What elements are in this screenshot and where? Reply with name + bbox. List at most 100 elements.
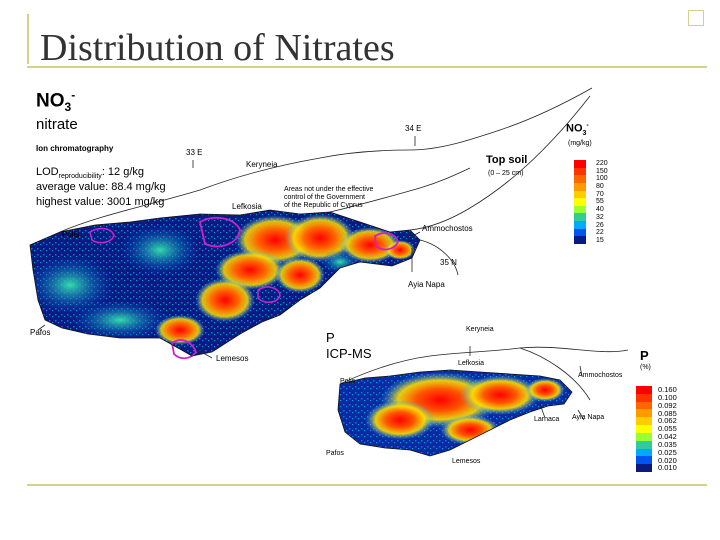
nitrate-name: nitrate [36, 116, 78, 133]
p-place-pafos: Pafos [326, 450, 344, 457]
scale-label: 0.062 [658, 416, 677, 426]
p-legend-element: P [640, 348, 649, 363]
nitrate-scale-labels: 220 150 100 80 70 55 40 32 26 22 15 [596, 160, 608, 244]
coord-34e: 34 E [405, 124, 422, 133]
method-label: Ion chromatography [36, 144, 114, 153]
legend-unit: (mg/kg) [568, 140, 592, 147]
place-ammochostos: Ammochostos [422, 224, 473, 233]
east-coastline [419, 239, 459, 276]
scale-label: 0.020 [658, 455, 677, 465]
north-coastline [59, 87, 593, 233]
scale-label: 0.055 [658, 424, 677, 434]
highest-text: highest value: 3001 mg/kg [36, 196, 165, 208]
scale-swatch [574, 213, 586, 222]
scale-label: 0.025 [658, 447, 677, 457]
bottom-rule [27, 484, 707, 486]
scale-swatch [636, 432, 652, 441]
scale-label: 220 [596, 160, 608, 167]
place-lemesos: Lemesos [216, 354, 249, 363]
scale-label: 0.010 [658, 463, 677, 473]
scale-label: 32 [596, 213, 604, 221]
scale-swatch [574, 236, 586, 245]
coord-35n: 35 N [440, 258, 457, 267]
scale-swatch [574, 198, 586, 206]
scale-swatch [574, 190, 586, 199]
p-north-coastline [339, 346, 629, 385]
scale-swatch [636, 464, 652, 472]
scale-label: 0.100 [658, 392, 677, 402]
scale-swatch [574, 221, 586, 229]
scale-label: 0.042 [658, 432, 677, 442]
scale-swatch [574, 182, 586, 191]
scale-swatch [636, 456, 652, 465]
coord-33e: 33 E [186, 148, 203, 157]
hotspot-outline [374, 232, 399, 251]
corner-square-decoration [688, 10, 704, 26]
p-element-label: P [326, 330, 335, 345]
p-place-keryneia: Keryneia [466, 326, 494, 333]
p-color-scale [636, 386, 652, 472]
scale-label: 0.085 [658, 408, 677, 418]
place-ayia-napa: Ayia Napa [408, 280, 445, 289]
lod-text: LODreproducibility: 12 g/kg [36, 166, 145, 181]
left-rule [27, 14, 29, 64]
island-outline [29, 209, 421, 357]
scale-swatch [574, 167, 586, 176]
place-polis: Polis [62, 230, 80, 239]
panhandle-coast [409, 95, 591, 231]
hotspot-outline [171, 339, 198, 360]
p-island-outline [337, 369, 573, 457]
nitrate-formula: NO3- [36, 88, 76, 115]
scale-swatch [636, 417, 652, 426]
p-place-lefkosia: Lefkosia [458, 360, 485, 367]
scale-swatch [636, 386, 652, 394]
p-place-larnaca: Larnaca [534, 416, 560, 423]
p-place-polis: Polis [340, 378, 356, 385]
scale-swatch [574, 205, 586, 214]
title-underline [27, 66, 707, 68]
scale-label: 0.035 [658, 439, 677, 449]
scale-swatch [636, 393, 652, 402]
legend-heading: Top soil [486, 154, 528, 166]
scale-swatch [574, 160, 586, 168]
p-place-lemesos: Lemesos [452, 458, 481, 465]
p-place-ammochostos: Ammochostos [578, 372, 623, 379]
scale-label: 15 [596, 236, 604, 244]
scale-label: 0.160 [658, 385, 677, 394]
p-legend-unit: (%) [640, 364, 651, 371]
p-place-ayia-napa: Ayia Napa [572, 414, 605, 421]
p-method-label: ICP-MS [326, 346, 372, 361]
scale-label: 55 [596, 198, 604, 206]
scale-label: 0.092 [658, 400, 677, 410]
legend-depth: (0 – 25 cm) [488, 170, 524, 177]
scale-label: 40 [596, 206, 604, 214]
p-scale-labels: 0.160 0.100 0.092 0.085 0.062 0.055 0.042 0.035… [658, 386, 677, 472]
place-keryneia: Keryneia [246, 160, 278, 169]
scale-swatch [636, 401, 652, 410]
scale-swatch [636, 448, 652, 457]
scale-swatch [636, 409, 652, 418]
nitrate-color-scale [574, 160, 586, 245]
scale-swatch [636, 425, 652, 433]
scale-swatch [574, 175, 586, 183]
place-pafos: Pafos [30, 328, 51, 337]
hotspot-outline [89, 227, 115, 244]
scale-label: 80 [596, 183, 604, 191]
occupied-area-note: Areas not under the effective control of… [284, 186, 374, 209]
scale-swatch [574, 228, 586, 237]
scale-swatch [636, 440, 652, 449]
slide-title: Distribution of Nitrates [40, 27, 395, 69]
scale-label: 26 [596, 221, 604, 229]
legend-formula: NO3- [566, 122, 589, 137]
scale-label: 100 [596, 175, 608, 183]
occupied-area-border [329, 167, 471, 213]
scale-label: 150 [596, 167, 608, 175]
scale-label: 70 [596, 190, 604, 198]
place-lefkosia: Lefkosia [232, 202, 262, 211]
hotspot-outline [257, 286, 281, 303]
scale-label: 22 [596, 229, 604, 237]
average-text: average value: 88.4 mg/kg [36, 181, 166, 193]
hotspot-outline [198, 216, 241, 248]
